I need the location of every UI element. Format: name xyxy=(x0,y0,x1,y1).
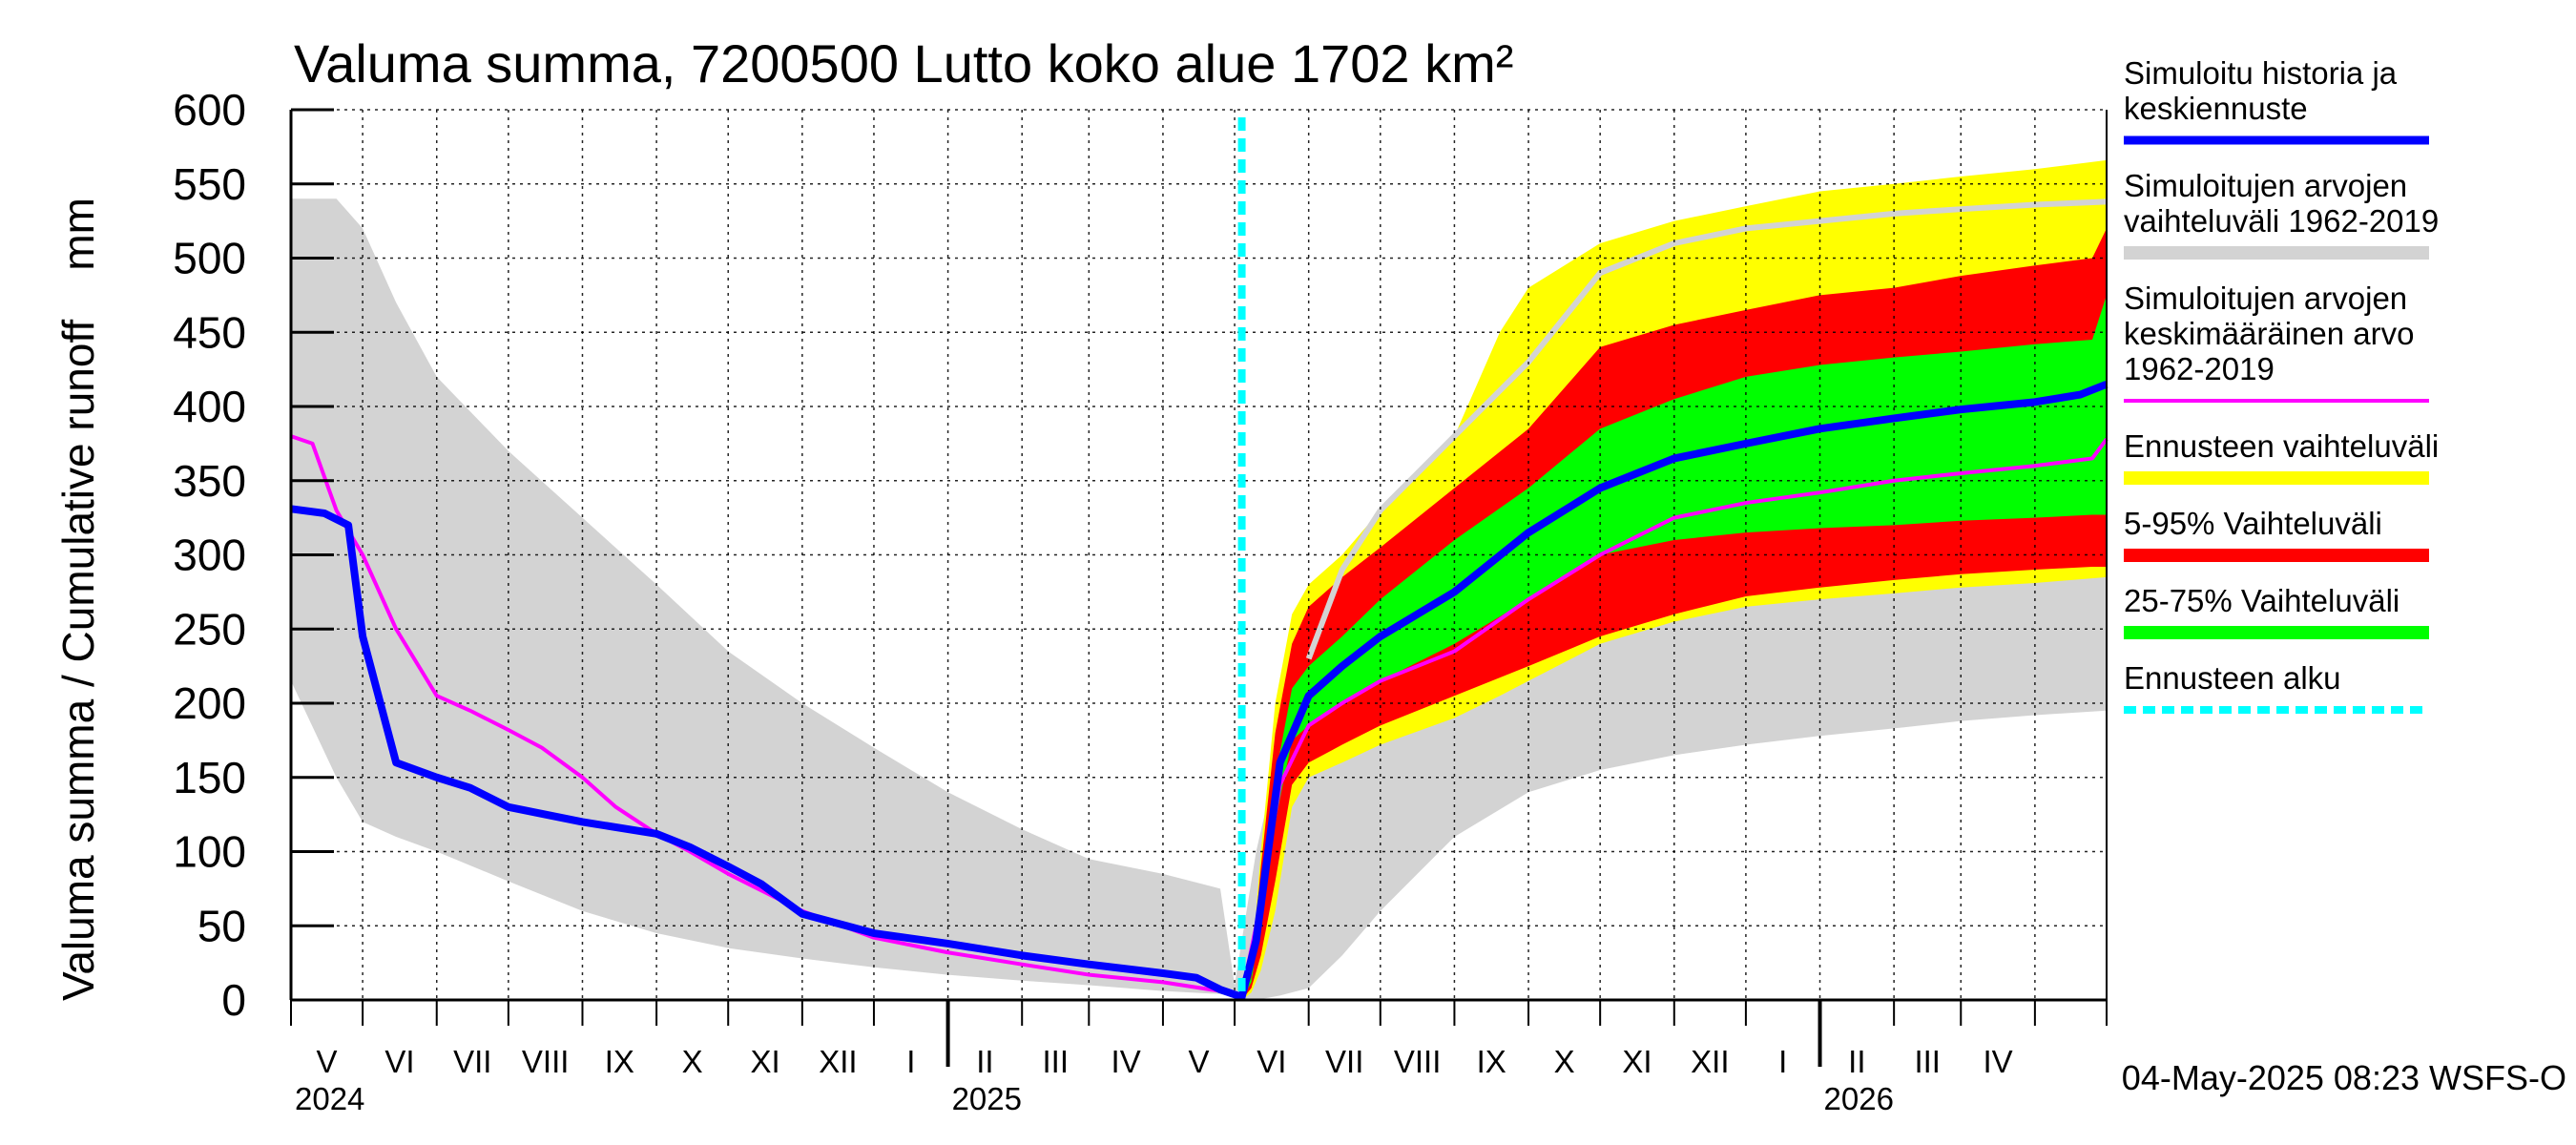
month-label: IV xyxy=(1111,1044,1141,1079)
month-label: IX xyxy=(605,1044,634,1079)
month-label: X xyxy=(1554,1044,1575,1079)
y-tick-label: 350 xyxy=(173,456,246,506)
y-tick-label: 150 xyxy=(173,753,246,802)
legend-label: 1962-2019 xyxy=(2124,351,2275,386)
month-label: XII xyxy=(1691,1044,1729,1079)
month-label: IX xyxy=(1477,1044,1506,1079)
y-tick-label: 250 xyxy=(173,604,246,654)
month-label: VIII xyxy=(1394,1044,1442,1079)
year-label: 2026 xyxy=(1824,1081,1894,1116)
legend-label: keskimääräinen arvo xyxy=(2124,316,2414,351)
year-label: 2025 xyxy=(952,1081,1022,1116)
legend-label: Ennusteen vaihteluväli xyxy=(2124,428,2439,464)
chart-title: Valuma summa, 7200500 Lutto koko alue 17… xyxy=(294,33,1513,94)
legend-label: vaihteluväli 1962-2019 xyxy=(2124,203,2439,239)
historical-mean-line xyxy=(290,434,2109,998)
legend-label: Simuloitujen arvojen xyxy=(2124,168,2407,203)
y-tick-label: 400 xyxy=(173,382,246,431)
line-layer xyxy=(290,117,2109,1001)
y-tick-label: 50 xyxy=(197,901,246,950)
legend-label: keskiennuste xyxy=(2124,91,2308,126)
month-label: XI xyxy=(1622,1044,1652,1079)
month-label: X xyxy=(682,1044,703,1079)
y-tick-label: 300 xyxy=(173,531,246,580)
y-tick-label: 200 xyxy=(173,678,246,728)
month-label: V xyxy=(317,1044,338,1079)
month-label: VII xyxy=(1325,1044,1363,1079)
legend-item-forecast-start: Ennusteen alku xyxy=(2124,660,2429,714)
legend-label: Ennusteen alku xyxy=(2124,660,2341,696)
month-label: III xyxy=(1914,1044,1941,1079)
y-tick-label: 500 xyxy=(173,234,246,283)
month-label: II xyxy=(976,1044,993,1079)
month-label: XI xyxy=(750,1044,779,1079)
band-layer xyxy=(291,159,2108,1001)
legend-item-p25-75: 25-75% Vaihteluväli xyxy=(2124,583,2429,639)
month-label: IV xyxy=(1983,1044,2012,1079)
legend-item-p5-95: 5-95% Vaihteluväli xyxy=(2124,506,2429,562)
year-label: 2024 xyxy=(295,1081,364,1116)
month-label: VII xyxy=(453,1044,491,1079)
month-label: I xyxy=(906,1044,915,1079)
y-tick-label: 0 xyxy=(221,975,246,1025)
legend-label: 25-75% Vaihteluväli xyxy=(2124,583,2399,618)
y-tick-label: 550 xyxy=(173,159,246,209)
month-label: VIII xyxy=(522,1044,570,1079)
timestamp-label: 04-May-2025 08:23 WSFS-O xyxy=(2122,1058,2566,1097)
month-label: XII xyxy=(819,1044,857,1079)
month-label: VI xyxy=(1257,1044,1286,1079)
month-label: VI xyxy=(384,1044,414,1079)
legend-item-forecast-range: Ennusteen vaihteluväli xyxy=(2124,428,2439,485)
legend-label: 5-95% Vaihteluväli xyxy=(2124,506,2382,541)
median-line xyxy=(290,380,2109,1001)
month-label: III xyxy=(1043,1044,1070,1079)
month-label: I xyxy=(1778,1044,1787,1079)
y-tick-label: 450 xyxy=(173,307,246,357)
grid-layer xyxy=(291,109,2107,1000)
p25-75-band xyxy=(1241,295,2107,1000)
legend-label: Simuloitu historia ja xyxy=(2124,55,2398,91)
month-label: V xyxy=(1188,1044,1209,1079)
month-label: II xyxy=(1848,1044,1865,1079)
y-tick-label: 600 xyxy=(173,85,246,135)
legend: Simuloitu historia jakeskiennusteSimuloi… xyxy=(2124,55,2439,714)
y-tick-label: 100 xyxy=(173,827,246,877)
legend-label: Simuloitujen arvojen xyxy=(2124,281,2407,316)
y-axis-label: Valuma summa / Cumulative runoff mm xyxy=(53,198,103,1001)
